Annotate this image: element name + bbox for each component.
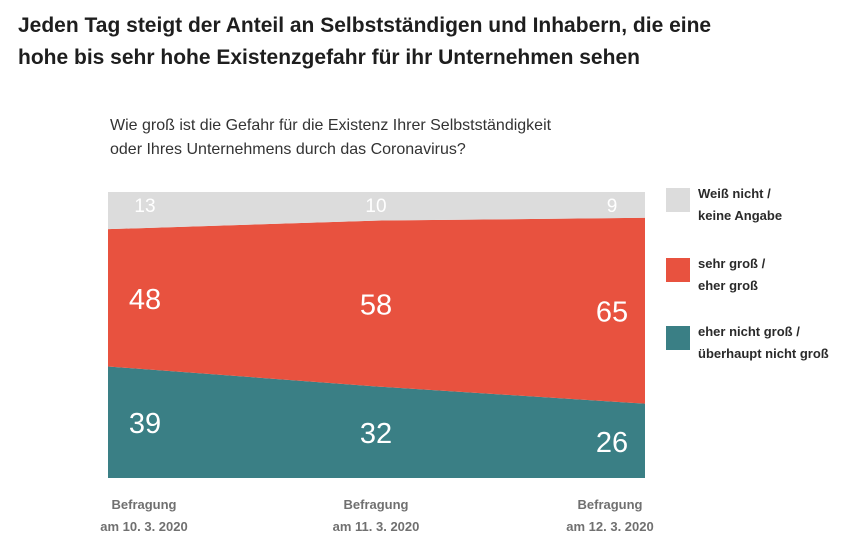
chart-headline: Jeden Tag steigt der Anteil an Selbststä… xyxy=(18,10,818,74)
x-axis-label-2: Befragung am 11. 3. 2020 xyxy=(332,497,420,534)
headline-line-1: Jeden Tag steigt der Anteil an Selbststä… xyxy=(18,14,712,37)
legend-label-unknown-line-1: Weiß nicht / xyxy=(698,186,771,201)
legend-swatch-low xyxy=(666,326,690,350)
legend-label-low-line-2: überhaupt nicht groß xyxy=(698,346,829,361)
x-axis-label-1: Befragung am 10. 3. 2020 xyxy=(100,497,188,534)
data-label-low-2: 32 xyxy=(360,418,392,450)
data-label-unknown-3: 9 xyxy=(607,196,618,217)
data-label-high-1: 48 xyxy=(129,284,161,316)
subtitle-line-1: Wie groß ist die Gefahr für die Existenz… xyxy=(110,117,552,134)
legend-label-high-line-1: sehr groß / xyxy=(698,256,766,271)
x-axis-label-3: Befragung am 12. 3. 2020 xyxy=(566,497,654,534)
data-label-low-1: 39 xyxy=(129,408,161,440)
area-series-high xyxy=(108,217,645,404)
data-label-unknown-2: 10 xyxy=(365,196,386,217)
legend-swatch-high xyxy=(666,258,690,282)
subtitle-line-2: oder Ihres Unternehmens durch das Corona… xyxy=(110,141,466,158)
area-series-unknown xyxy=(108,192,645,230)
legend-item-unknown: Weiß nicht / keine Angabe xyxy=(666,183,782,227)
legend-item-low: eher nicht groß / überhaupt nicht groß xyxy=(666,321,829,365)
legend-item-high: sehr groß / eher groß xyxy=(666,253,765,297)
data-label-unknown-1: 13 xyxy=(134,196,155,217)
data-label-high-2: 58 xyxy=(360,290,392,322)
chart-subtitle: Wie groß ist die Gefahr für die Existenz… xyxy=(110,114,670,162)
headline-line-2: hohe bis sehr hohe Existenzgefahr für ih… xyxy=(18,46,640,69)
area-series-low xyxy=(108,366,645,478)
legend-label-high-line-2: eher groß xyxy=(698,278,758,293)
data-label-high-3: 65 xyxy=(596,297,628,329)
data-label-low-3: 26 xyxy=(596,427,628,459)
legend-swatch-unknown xyxy=(666,188,690,212)
legend-label-low-line-1: eher nicht groß / xyxy=(698,324,800,339)
legend-label-unknown-line-2: keine Angabe xyxy=(698,208,783,223)
